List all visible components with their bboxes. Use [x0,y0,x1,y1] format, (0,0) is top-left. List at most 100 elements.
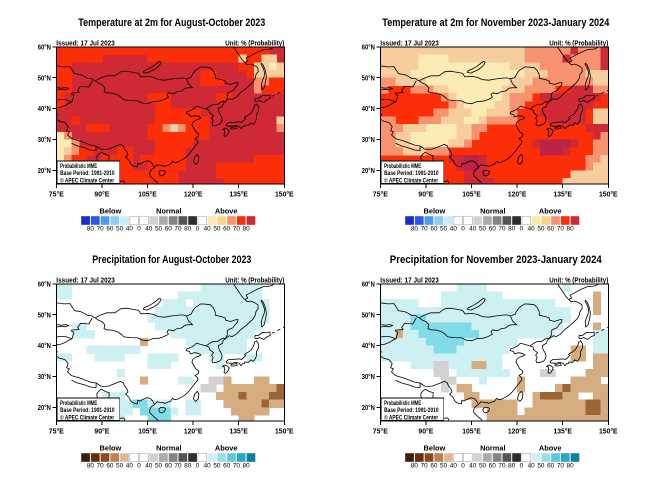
svg-text:Probabilistic MME: Probabilistic MME [384,400,421,407]
svg-text:75°E: 75°E [49,190,64,199]
svg-text:120°E: 120°E [508,190,527,199]
svg-text:Below: Below [100,207,122,216]
svg-text:30°N: 30°N [38,135,51,144]
svg-text:Issued: 17 Jul 2023: Issued: 17 Jul 2023 [380,38,439,47]
svg-text:70: 70 [97,462,105,469]
svg-text:Temperature at 2m for August-O: Temperature at 2m for August-October 202… [78,17,265,29]
svg-text:Probabilistic MME: Probabilistic MME [60,400,97,407]
svg-text:Base Period: 1991-2010: Base Period: 1991-2010 [60,170,115,177]
svg-text:50: 50 [213,462,221,469]
svg-text:120°E: 120°E [184,190,203,199]
svg-text:50: 50 [155,462,163,469]
svg-text:135°E: 135°E [553,427,572,436]
svg-text:50°N: 50°N [362,310,375,319]
svg-text:90°E: 90°E [94,427,109,436]
svg-text:Unit: % (Probability): Unit: % (Probability) [549,275,608,284]
svg-text:20°N: 20°N [38,166,51,175]
svg-text:30°N: 30°N [38,372,51,381]
svg-text:70: 70 [421,462,429,469]
svg-text:40: 40 [528,225,536,232]
svg-text:90°E: 90°E [418,427,433,436]
svg-text:0: 0 [137,462,141,469]
svg-text:60: 60 [430,462,438,469]
svg-text:40: 40 [204,462,212,469]
svg-text:Normal: Normal [156,207,181,216]
svg-text:0: 0 [196,225,200,232]
svg-text:50°N: 50°N [38,73,51,82]
svg-text:75°E: 75°E [373,427,388,436]
svg-text:80: 80 [567,462,575,469]
svg-text:150°E: 150°E [599,427,618,436]
svg-text:© APEC Climate Center: © APEC Climate Center [384,413,438,421]
svg-text:135°E: 135°E [229,190,248,199]
svg-text:50: 50 [479,225,487,232]
svg-text:60: 60 [547,462,555,469]
svg-text:40: 40 [145,462,153,469]
svg-text:80: 80 [508,225,516,232]
svg-text:60: 60 [547,225,555,232]
svg-text:60: 60 [430,225,438,232]
svg-text:60: 60 [489,462,497,469]
svg-text:80: 80 [87,225,95,232]
svg-text:135°E: 135°E [553,190,572,199]
svg-text:50°N: 50°N [362,73,375,82]
svg-text:60: 60 [106,225,114,232]
svg-text:60: 60 [165,462,173,469]
svg-text:90°E: 90°E [94,190,109,199]
svg-text:40°N: 40°N [38,104,51,113]
svg-text:80: 80 [243,462,251,469]
svg-text:60: 60 [489,225,497,232]
svg-text:Below: Below [100,444,122,453]
svg-text:40: 40 [204,225,212,232]
svg-text:75°E: 75°E [373,190,388,199]
svg-text:70: 70 [174,225,182,232]
svg-text:© APEC Climate Center: © APEC Climate Center [384,176,438,184]
svg-text:0: 0 [196,462,200,469]
svg-text:50: 50 [537,462,545,469]
svg-text:40: 40 [469,462,477,469]
svg-text:120°E: 120°E [508,427,527,436]
svg-text:80: 80 [508,462,516,469]
svg-text:135°E: 135°E [229,427,248,436]
svg-text:Precipitation for August-Octob: Precipitation for August-October 2023 [92,254,251,266]
svg-text:Base Period: 1991-2010: Base Period: 1991-2010 [384,170,439,177]
svg-text:70: 70 [174,462,182,469]
svg-text:105°E: 105°E [138,190,157,199]
svg-text:Probabilistic MME: Probabilistic MME [60,163,97,170]
svg-text:Normal: Normal [156,444,181,453]
svg-text:60°N: 60°N [38,279,51,288]
svg-text:© APEC Climate Center: © APEC Climate Center [60,413,114,421]
svg-text:20°N: 20°N [362,166,375,175]
svg-text:50: 50 [537,225,545,232]
svg-text:70: 70 [498,462,506,469]
svg-text:80: 80 [87,462,95,469]
svg-text:0: 0 [461,462,465,469]
svg-text:Probabilistic MME: Probabilistic MME [384,163,421,170]
svg-text:30°N: 30°N [362,135,375,144]
svg-text:120°E: 120°E [184,427,203,436]
svg-text:60°N: 60°N [38,42,51,51]
svg-text:80: 80 [184,462,192,469]
svg-text:Above: Above [539,444,562,453]
svg-text:0: 0 [520,462,524,469]
svg-text:70: 70 [498,225,506,232]
svg-text:30°N: 30°N [362,372,375,381]
svg-text:20°N: 20°N [38,403,51,412]
svg-text:40: 40 [145,225,153,232]
svg-text:Unit: % (Probability): Unit: % (Probability) [549,38,608,47]
svg-text:20°N: 20°N [362,403,375,412]
svg-text:Below: Below [424,207,446,216]
svg-text:50: 50 [440,462,448,469]
svg-text:90°E: 90°E [418,190,433,199]
svg-text:105°E: 105°E [462,427,481,436]
svg-text:Below: Below [424,444,446,453]
svg-text:150°E: 150°E [599,190,618,199]
svg-text:50: 50 [479,462,487,469]
svg-text:105°E: 105°E [462,190,481,199]
svg-text:70: 70 [233,462,241,469]
svg-text:50°N: 50°N [38,310,51,319]
svg-text:Base Period: 1991-2010: Base Period: 1991-2010 [384,407,439,414]
svg-text:40°N: 40°N [362,341,375,350]
svg-text:70: 70 [233,225,241,232]
svg-text:40°N: 40°N [38,341,51,350]
